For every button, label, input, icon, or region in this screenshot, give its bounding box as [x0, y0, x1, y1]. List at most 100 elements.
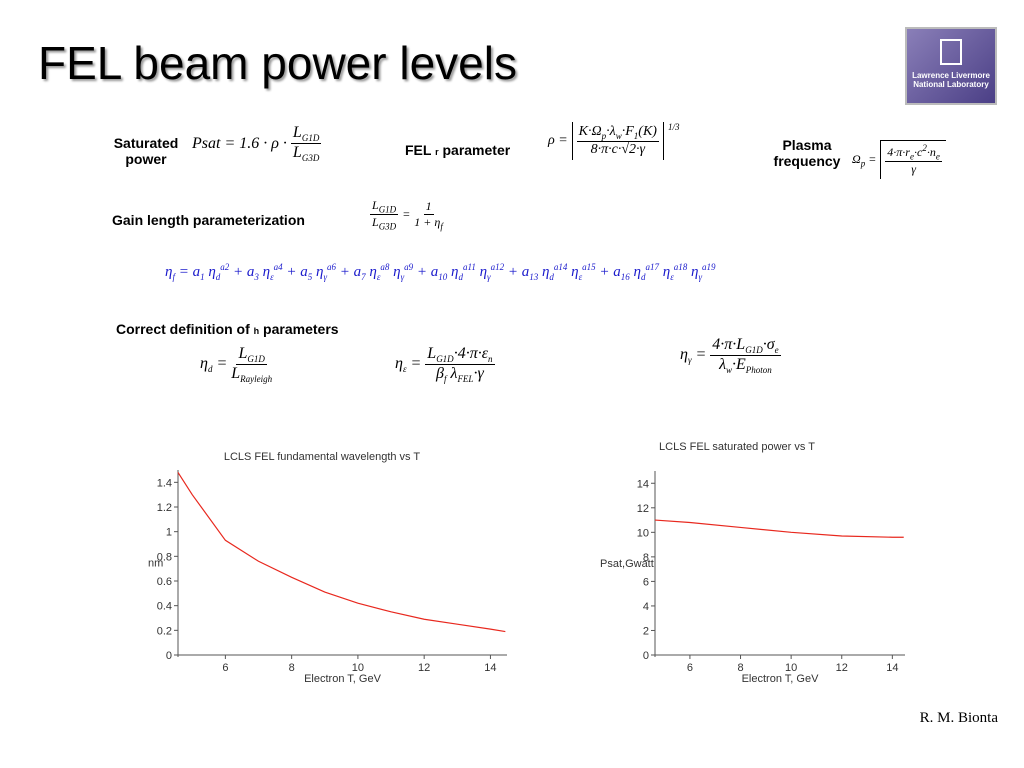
fraction: K·Ωp·λw·F1(K) 8·π·c·√2·γ — [576, 124, 659, 158]
math-text: ·σ — [762, 336, 775, 353]
math-text: η — [475, 264, 488, 280]
math-text: = — [212, 355, 228, 373]
numerator: K·Ωp·λw·F1(K) — [576, 124, 659, 142]
y-tick-label: 0.6 — [157, 576, 172, 588]
label-part: parameter — [438, 142, 511, 158]
x-tick-label: 6 — [222, 662, 228, 674]
math-sub: Photon — [745, 365, 772, 376]
label: Gain length parameterization — [112, 212, 305, 228]
math-text: ·c — [913, 145, 923, 159]
math-sub: G1D — [301, 133, 320, 144]
math-sub: G3D — [378, 221, 397, 232]
y-tick-label: 8 — [643, 552, 649, 564]
math-text: L — [238, 345, 248, 362]
math-text: + a — [595, 264, 621, 280]
lhs: Ωp = — [852, 152, 876, 168]
math-sub: d — [549, 272, 554, 282]
label: Saturated power — [100, 135, 192, 167]
numerator: LG1D — [236, 345, 267, 366]
y-tick-label: 0.8 — [157, 551, 172, 563]
x-tick-label: 8 — [737, 662, 743, 674]
math-text: η — [395, 355, 403, 373]
math-sup: a14 — [553, 262, 568, 272]
math-sub: e — [935, 151, 940, 162]
y-axis-label: nm — [148, 558, 163, 570]
x-tick-label: 14 — [886, 662, 898, 674]
math-text: η — [204, 264, 216, 280]
math-sup: a4 — [273, 262, 283, 272]
math-text: 4·π·L — [712, 336, 746, 353]
math-text: η — [538, 264, 550, 280]
label: Correct definition of h parameters — [116, 321, 339, 337]
math-text: L — [292, 124, 302, 141]
equation: ρ = K·Ωp·λw·F1(K) 8·π·c·√2·γ 1/3 — [548, 122, 679, 160]
x-axis-label: Electron T, GeV — [304, 673, 381, 685]
math-text: Ω — [852, 151, 861, 166]
math-text: η — [365, 264, 377, 280]
x-axis-label: Electron T, GeV — [742, 673, 819, 685]
math-sub: ε — [578, 272, 583, 282]
math-text: η — [567, 264, 579, 280]
denominator: λw·EPhoton — [719, 356, 772, 375]
math-sub: f — [443, 374, 447, 385]
numerator: LG1D — [370, 198, 399, 216]
math-sub: 7 — [361, 272, 366, 282]
math-text: η — [659, 264, 671, 280]
y-tick-label: 2 — [643, 625, 649, 637]
math-text: (K) — [638, 124, 657, 139]
math-sup: a17 — [645, 262, 660, 272]
x-tick-label: 10 — [785, 662, 797, 674]
denominator: βf λFEL·γ — [436, 365, 484, 384]
math-sub: ε — [376, 272, 381, 282]
y-tick-label: 0 — [643, 650, 649, 662]
math-sub: G1D — [745, 345, 763, 356]
logo-mark — [940, 39, 962, 65]
math-sub: p — [860, 157, 866, 168]
math-text: β — [436, 365, 444, 383]
author: R. M. Bionta — [919, 710, 998, 726]
math-text: η — [687, 264, 699, 280]
y-tick-label: 6 — [643, 576, 649, 588]
expression: ηf = a1 ηda2 + a3 ηεa4 + a5 ηγa6 + a7 ηε… — [165, 262, 716, 282]
label-line: power — [125, 151, 167, 167]
label-part: FEL — [405, 142, 436, 158]
math-sub: d — [207, 364, 213, 375]
math-text: η — [389, 264, 401, 280]
math-sub: d — [215, 272, 221, 282]
math-sub: d — [458, 272, 464, 282]
math-sub: ε — [670, 272, 674, 282]
math-text: ·E — [732, 356, 746, 374]
x-tick-label: 8 — [289, 662, 295, 674]
math-sub: γ — [400, 272, 405, 282]
math-sub: w — [615, 130, 622, 141]
math-sub: γ — [687, 355, 692, 366]
math-sub: G1D — [247, 354, 265, 365]
math-text: + a — [504, 264, 530, 280]
math-sub: p — [601, 130, 607, 141]
math-text: η — [200, 355, 208, 373]
math-sub: 3 — [254, 272, 259, 282]
chart-title: LCLS FEL fundamental wavelength vs T — [224, 451, 421, 463]
denominator: LG3D — [372, 215, 396, 231]
math-sub: Rayleigh — [240, 374, 273, 385]
math-text: L — [231, 365, 241, 383]
math-text: ·4·π·ε — [453, 345, 489, 362]
denominator: γ — [911, 162, 916, 177]
equation: LG1D LG3D = 1 1 + ηf — [370, 198, 443, 232]
math-sub: e — [774, 345, 779, 356]
label: FEL r parameter — [405, 142, 510, 158]
math-sub: 10 — [438, 272, 448, 282]
chart-title: LCLS FEL saturated power vs T — [659, 441, 815, 453]
logo: Lawrence Livermore National Laboratory — [905, 27, 997, 105]
line-series — [177, 472, 506, 633]
math-sub: d — [641, 272, 646, 282]
numerator: LG1D — [290, 124, 322, 145]
math-sub: G1D — [436, 354, 454, 365]
math-text: λ — [446, 365, 458, 383]
fraction: LG1D LG3D — [290, 124, 322, 163]
fraction: LG1D LG3D — [370, 198, 399, 232]
math-text: ρ = — [548, 132, 568, 148]
x-tick-label: 12 — [836, 662, 848, 674]
